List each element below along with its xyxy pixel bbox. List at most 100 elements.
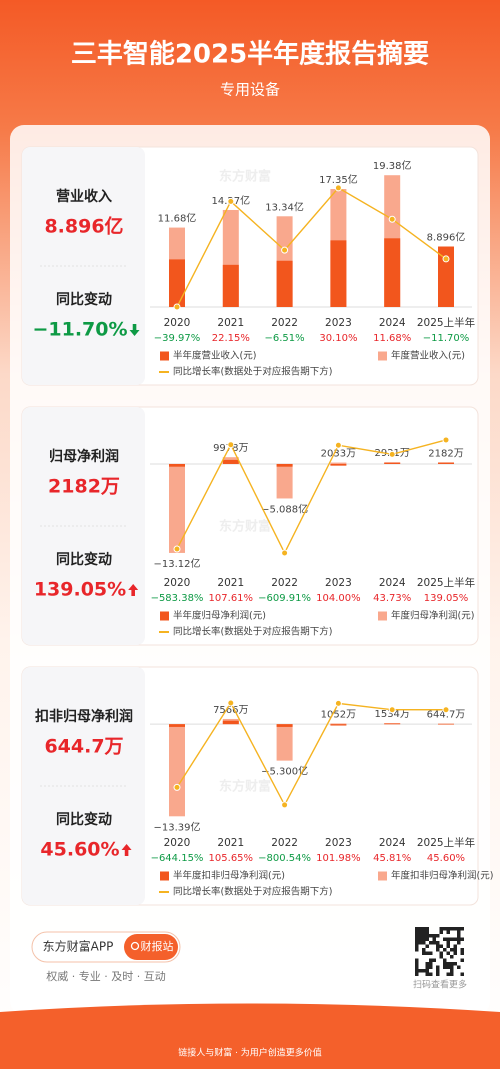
- qr-cell: [446, 927, 450, 931]
- watermark: 东方财富: [219, 519, 271, 535]
- x-tick-label: 2020: [164, 317, 191, 329]
- qr-cell: [457, 927, 461, 931]
- change-arrow: [129, 324, 140, 336]
- legend-swatch: [378, 351, 387, 361]
- qr-cell: [453, 927, 457, 931]
- qr-cell: [457, 930, 461, 934]
- title: 三丰智能2025半年度报告摘要: [71, 39, 429, 70]
- panel-change-label: 同比变动: [56, 551, 112, 568]
- qr-cell: [443, 958, 447, 962]
- growth-point: [442, 255, 450, 263]
- x-tick-label: 2025上半年: [417, 316, 475, 329]
- x-tick-label: 2024: [379, 577, 406, 589]
- bar-value-label: 8.896亿: [427, 231, 466, 244]
- qr-cell: [460, 951, 464, 955]
- bar: [384, 723, 401, 725]
- app-name: 东方财富APP: [43, 939, 114, 954]
- growth-point: [173, 303, 181, 311]
- qr-cell: [436, 965, 440, 969]
- qr-cell: [425, 951, 429, 955]
- qr-cell: [425, 965, 429, 969]
- panel-value: 2182万: [48, 476, 120, 498]
- qr-cell: [422, 927, 426, 931]
- growth-point: [227, 699, 235, 707]
- qr-cell: [425, 930, 429, 934]
- growth-label: −6.51%: [265, 333, 305, 344]
- x-tick-label: 2022: [271, 577, 298, 589]
- growth-point: [281, 801, 289, 809]
- bar-value-label: 7566万: [213, 705, 248, 716]
- growth-point: [173, 783, 181, 791]
- qr-cell: [439, 927, 443, 931]
- qr-cell: [457, 934, 461, 938]
- qr-cell: [418, 927, 422, 931]
- legend-swatch: [160, 611, 169, 621]
- qr-cell: [418, 937, 422, 941]
- bar: [330, 723, 347, 725]
- bar: [330, 463, 347, 466]
- bar: [276, 724, 293, 761]
- button-label: 财报站: [141, 939, 174, 953]
- qr-cell: [439, 944, 443, 948]
- x-tick-label: 2025上半年: [417, 576, 475, 589]
- qr-cell: [429, 941, 433, 945]
- bar: [438, 246, 454, 307]
- qr-cell: [415, 948, 419, 952]
- growth-point: [281, 246, 289, 254]
- qr-cell: [457, 941, 461, 945]
- growth-label: 139.05%: [424, 593, 469, 604]
- legend-label: 同比增长率(数据处于对应报告期下方): [173, 886, 332, 898]
- panel-label: 扣非归母净利润: [35, 708, 133, 725]
- bar-value-label: 2033万: [321, 449, 356, 460]
- panel-change-label: 同比变动: [56, 291, 112, 308]
- panel-value: 8.896亿: [44, 215, 123, 238]
- qr-code: [415, 927, 464, 976]
- qr-caption: 扫码查看更多: [413, 979, 467, 991]
- qr-cell: [415, 962, 419, 966]
- x-tick-label: 2025上半年: [417, 836, 475, 849]
- growth-label: 105.65%: [209, 853, 254, 864]
- qr-cell: [453, 962, 457, 966]
- qr-cell: [446, 941, 450, 945]
- growth-point: [173, 545, 181, 553]
- bar-value-label: 9978万: [213, 443, 248, 454]
- panel-label: 归母净利润: [49, 448, 119, 465]
- growth-point: [442, 706, 450, 714]
- qr-cell: [439, 955, 443, 959]
- x-tick-label: 2022: [271, 837, 298, 849]
- growth-label: −609.91%: [258, 593, 311, 604]
- summary-panel: [22, 407, 145, 645]
- growth-line: [176, 187, 447, 308]
- bar: [276, 463, 293, 499]
- bar: [384, 462, 401, 464]
- growth-line: [176, 439, 447, 555]
- qr-cell: [446, 930, 450, 934]
- qr-cell: [425, 937, 429, 941]
- x-tick-label: 2020: [164, 837, 191, 849]
- legend-label: 同比增长率(数据处于对应报告期下方): [173, 626, 332, 638]
- x-tick-label: 2021: [217, 837, 244, 849]
- bar: [330, 724, 347, 726]
- growth-point: [334, 699, 342, 707]
- qr-cell: [415, 930, 419, 934]
- bar-value-label: −5.088亿: [261, 502, 308, 515]
- qr-cell: [446, 972, 450, 976]
- bar: [222, 264, 239, 307]
- qr-cell: [439, 930, 443, 934]
- growth-point: [334, 184, 342, 192]
- qr-cell: [450, 962, 454, 966]
- growth-point: [388, 706, 396, 714]
- app-button[interactable]: [124, 934, 178, 960]
- bar-value-label: −13.39亿: [153, 820, 200, 833]
- qr-cell: [453, 951, 457, 955]
- growth-point: [227, 441, 235, 449]
- qr-cell: [418, 930, 422, 934]
- qr-cell: [415, 965, 419, 969]
- growth-label: −39.97%: [154, 333, 201, 344]
- qr-cell: [425, 972, 429, 976]
- x-tick-label: 2021: [217, 317, 244, 329]
- qr-cell: [450, 965, 454, 969]
- qr-cell: [415, 941, 419, 945]
- bar-value-label: 13.34亿: [265, 200, 304, 213]
- panel-change: 139.05%: [34, 579, 126, 601]
